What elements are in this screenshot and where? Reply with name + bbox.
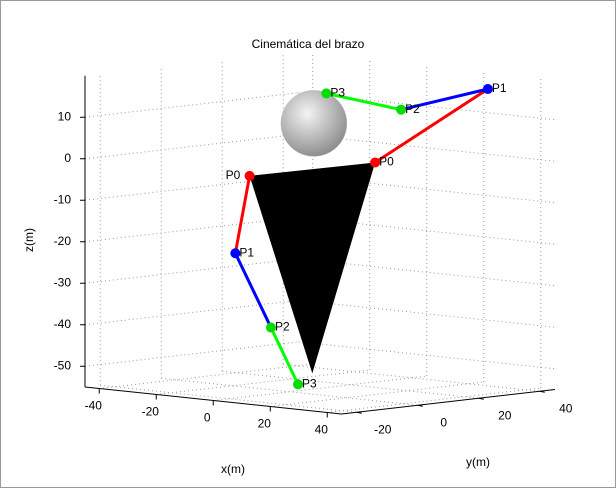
y-axis-label: y(m)	[466, 455, 490, 469]
z-tick-label: -20	[54, 234, 72, 248]
x-axis-label: x(m)	[221, 462, 245, 476]
z-tick-label: -30	[54, 275, 72, 289]
z-tick-label: -10	[54, 192, 72, 206]
z-tick-label: 0	[64, 151, 71, 165]
chart: Cinemática del brazo x(m) y(m) z(m) -40 -…	[0, 0, 616, 488]
joint-label: P3	[330, 86, 345, 100]
joint-label: P0	[379, 155, 394, 169]
joint-label: P1	[492, 81, 507, 95]
joint-label: P0	[226, 168, 241, 182]
z-tick-label: -50	[54, 358, 72, 372]
x-tick-label: -40	[85, 399, 103, 413]
sphere	[281, 90, 347, 156]
y-tick-label: 0	[440, 415, 447, 429]
joint-label: P3	[302, 377, 317, 391]
chart-title: Cinemática del brazo	[252, 37, 365, 51]
x-tick-label: -20	[142, 405, 160, 419]
joint-label: P2	[405, 102, 420, 116]
joint-label: P1	[239, 245, 254, 259]
z-axis-label: z(m)	[22, 228, 36, 252]
x-tick-label: 40	[315, 423, 329, 437]
x-tick-label: 0	[204, 411, 211, 425]
y-tick-label: 40	[559, 401, 573, 415]
x-tick-label: 20	[258, 417, 272, 431]
y-tick-label: 20	[498, 408, 512, 422]
y-tick-label: -20	[374, 422, 392, 436]
joint-label: P2	[275, 320, 290, 334]
joint-marker	[245, 171, 255, 181]
z-tick-label: 10	[58, 109, 72, 123]
z-tick-label: -40	[54, 317, 72, 331]
